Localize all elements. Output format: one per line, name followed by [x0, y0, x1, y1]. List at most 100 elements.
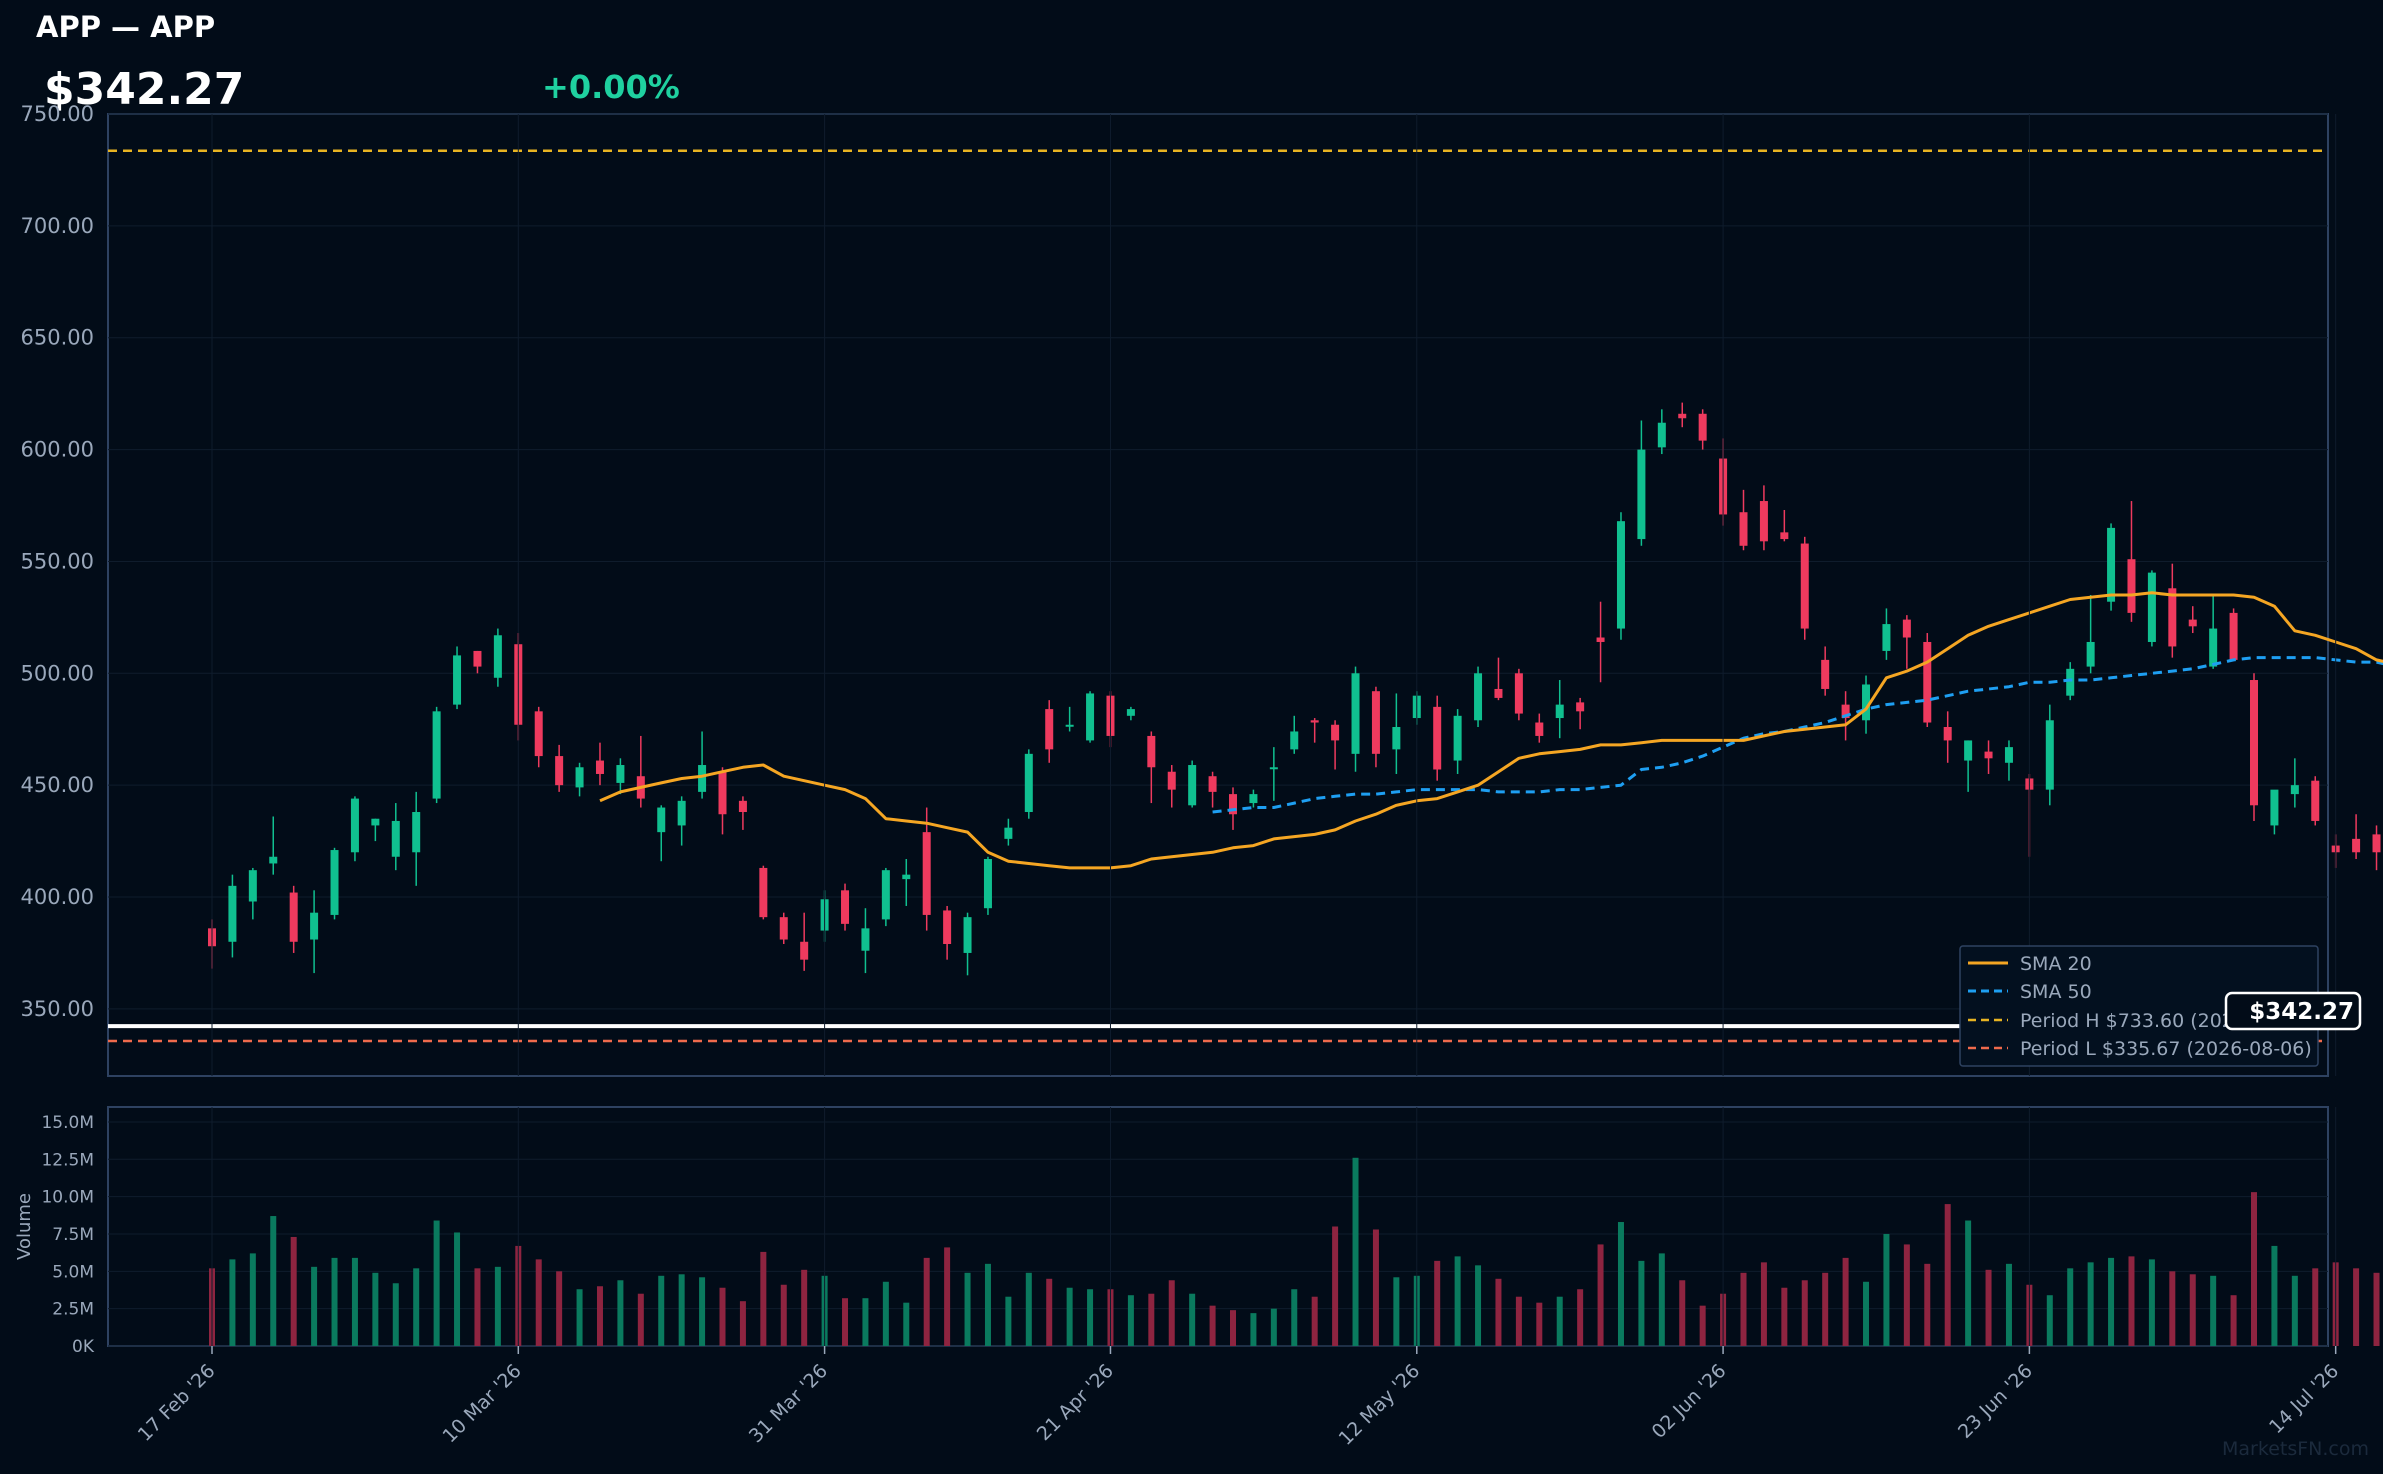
volume-bar — [1679, 1280, 1686, 1346]
x-tick-label: 12 May '26 — [1335, 1360, 1425, 1450]
last-price-tag-label: $342.27 — [2249, 999, 2354, 1025]
candle-body — [2127, 559, 2136, 613]
candle-body — [2168, 588, 2177, 647]
volume-bar — [1454, 1256, 1461, 1346]
volume-bar — [1291, 1289, 1298, 1346]
legend-sma50-label: SMA 50 — [2020, 981, 2092, 1003]
volume-bar — [433, 1220, 440, 1346]
volume-bar — [1658, 1253, 1665, 1346]
candle-body — [779, 917, 788, 940]
candle-body — [983, 858, 992, 909]
volume-bar — [1903, 1244, 1910, 1346]
x-tick-label: 31 Mar '26 — [745, 1360, 832, 1447]
volume-bar — [1352, 1157, 1359, 1346]
candle-body — [2352, 838, 2361, 853]
volume-bar — [699, 1277, 706, 1346]
watermark: MarketsFN.com — [2222, 1438, 2369, 1460]
candle-body — [841, 890, 850, 924]
candle-body — [1310, 720, 1319, 723]
candle-body — [1249, 794, 1258, 804]
current-price: $342.27 — [44, 64, 245, 115]
volume-bar — [392, 1283, 399, 1346]
volume-bar — [801, 1269, 808, 1346]
price-change: +0.00% — [542, 68, 680, 106]
candle-body — [1126, 709, 1135, 716]
price-tick-label: 500.00 — [21, 661, 94, 685]
candle-body — [677, 800, 686, 826]
price-tick-label: 600.00 — [21, 438, 94, 462]
candle-body — [1657, 422, 1666, 448]
volume-bar — [1760, 1262, 1767, 1346]
x-tick-label: 10 Mar '26 — [438, 1360, 525, 1447]
candle-body — [718, 771, 727, 815]
candle-body — [698, 765, 707, 792]
volume-bar — [2046, 1295, 2053, 1346]
chart-title: APP — APP — [36, 10, 216, 44]
volume-bar — [1863, 1281, 1870, 1346]
candle-body — [902, 874, 911, 880]
candle-body — [1616, 521, 1625, 629]
volume-bar — [1066, 1287, 1073, 1346]
volume-bar — [1577, 1289, 1584, 1346]
price-tick-label: 450.00 — [21, 773, 94, 797]
candle-body — [1208, 776, 1217, 792]
volume-bar — [1699, 1305, 1706, 1346]
candle-body — [861, 928, 870, 951]
candle-body — [432, 711, 441, 799]
last-price-tag-box — [2224, 991, 2362, 1031]
volume-axis-label: Volume — [14, 1193, 35, 1260]
volume-bar — [270, 1216, 277, 1346]
candle-body — [1351, 673, 1360, 754]
candle-body — [1902, 619, 1911, 638]
candle-body — [1923, 641, 1932, 723]
candle-body — [1862, 684, 1871, 721]
sma50-line — [1212, 656, 2383, 814]
volume-panel: 15.0M 12.5M 10.0M 7.5M 5.0M 2.5M 0K Volume — [14, 1106, 2380, 1357]
candle-body — [1494, 688, 1503, 698]
volume-bar — [1515, 1296, 1522, 1346]
candle-body — [2004, 747, 2013, 763]
candle-body — [1331, 724, 1340, 741]
candle-body — [1433, 706, 1442, 770]
candle-body — [1188, 765, 1197, 806]
candle-body — [2086, 641, 2095, 667]
volume-bar — [1883, 1233, 1890, 1346]
candle-body — [1371, 691, 1380, 754]
volume-bar — [535, 1259, 542, 1346]
volume-bar — [1740, 1272, 1747, 1346]
volume-tick-label: 10.0M — [41, 1188, 94, 1208]
candle-body — [289, 892, 298, 942]
volume-bar — [2230, 1295, 2237, 1346]
candle-body — [963, 917, 972, 953]
volume-bar — [1617, 1222, 1624, 1346]
candle-body — [1167, 771, 1176, 790]
candle-body — [1229, 794, 1237, 815]
volume-bar — [474, 1268, 481, 1346]
volume-bar — [1822, 1272, 1829, 1346]
volume-bar — [1536, 1302, 1543, 1346]
volume-bar — [637, 1293, 644, 1346]
volume-bar — [311, 1266, 318, 1346]
price-tick-label: 350.00 — [21, 997, 94, 1021]
volume-tick-label: 15.0M — [41, 1113, 94, 1133]
volume-bar — [2087, 1262, 2094, 1346]
volume-bar — [1556, 1296, 1563, 1346]
volume-bar — [617, 1280, 624, 1346]
candle-body — [310, 912, 319, 940]
volume-bar — [1372, 1229, 1379, 1346]
volume-bar — [1781, 1287, 1788, 1346]
volume-bar — [494, 1266, 501, 1346]
volume-bar — [882, 1281, 889, 1346]
volume-bar — [454, 1232, 461, 1346]
candle-body — [2045, 720, 2054, 790]
volume-tick-label: 12.5M — [41, 1150, 94, 1170]
candle-body — [2250, 680, 2258, 806]
volume-bar — [1250, 1313, 1257, 1346]
candle-body — [616, 765, 625, 783]
volume-bar — [984, 1263, 991, 1346]
volume-bar — [780, 1284, 787, 1346]
volume-bar — [1944, 1204, 1951, 1346]
volume-bar — [739, 1301, 746, 1346]
volume-tick-label: 0K — [72, 1337, 95, 1357]
